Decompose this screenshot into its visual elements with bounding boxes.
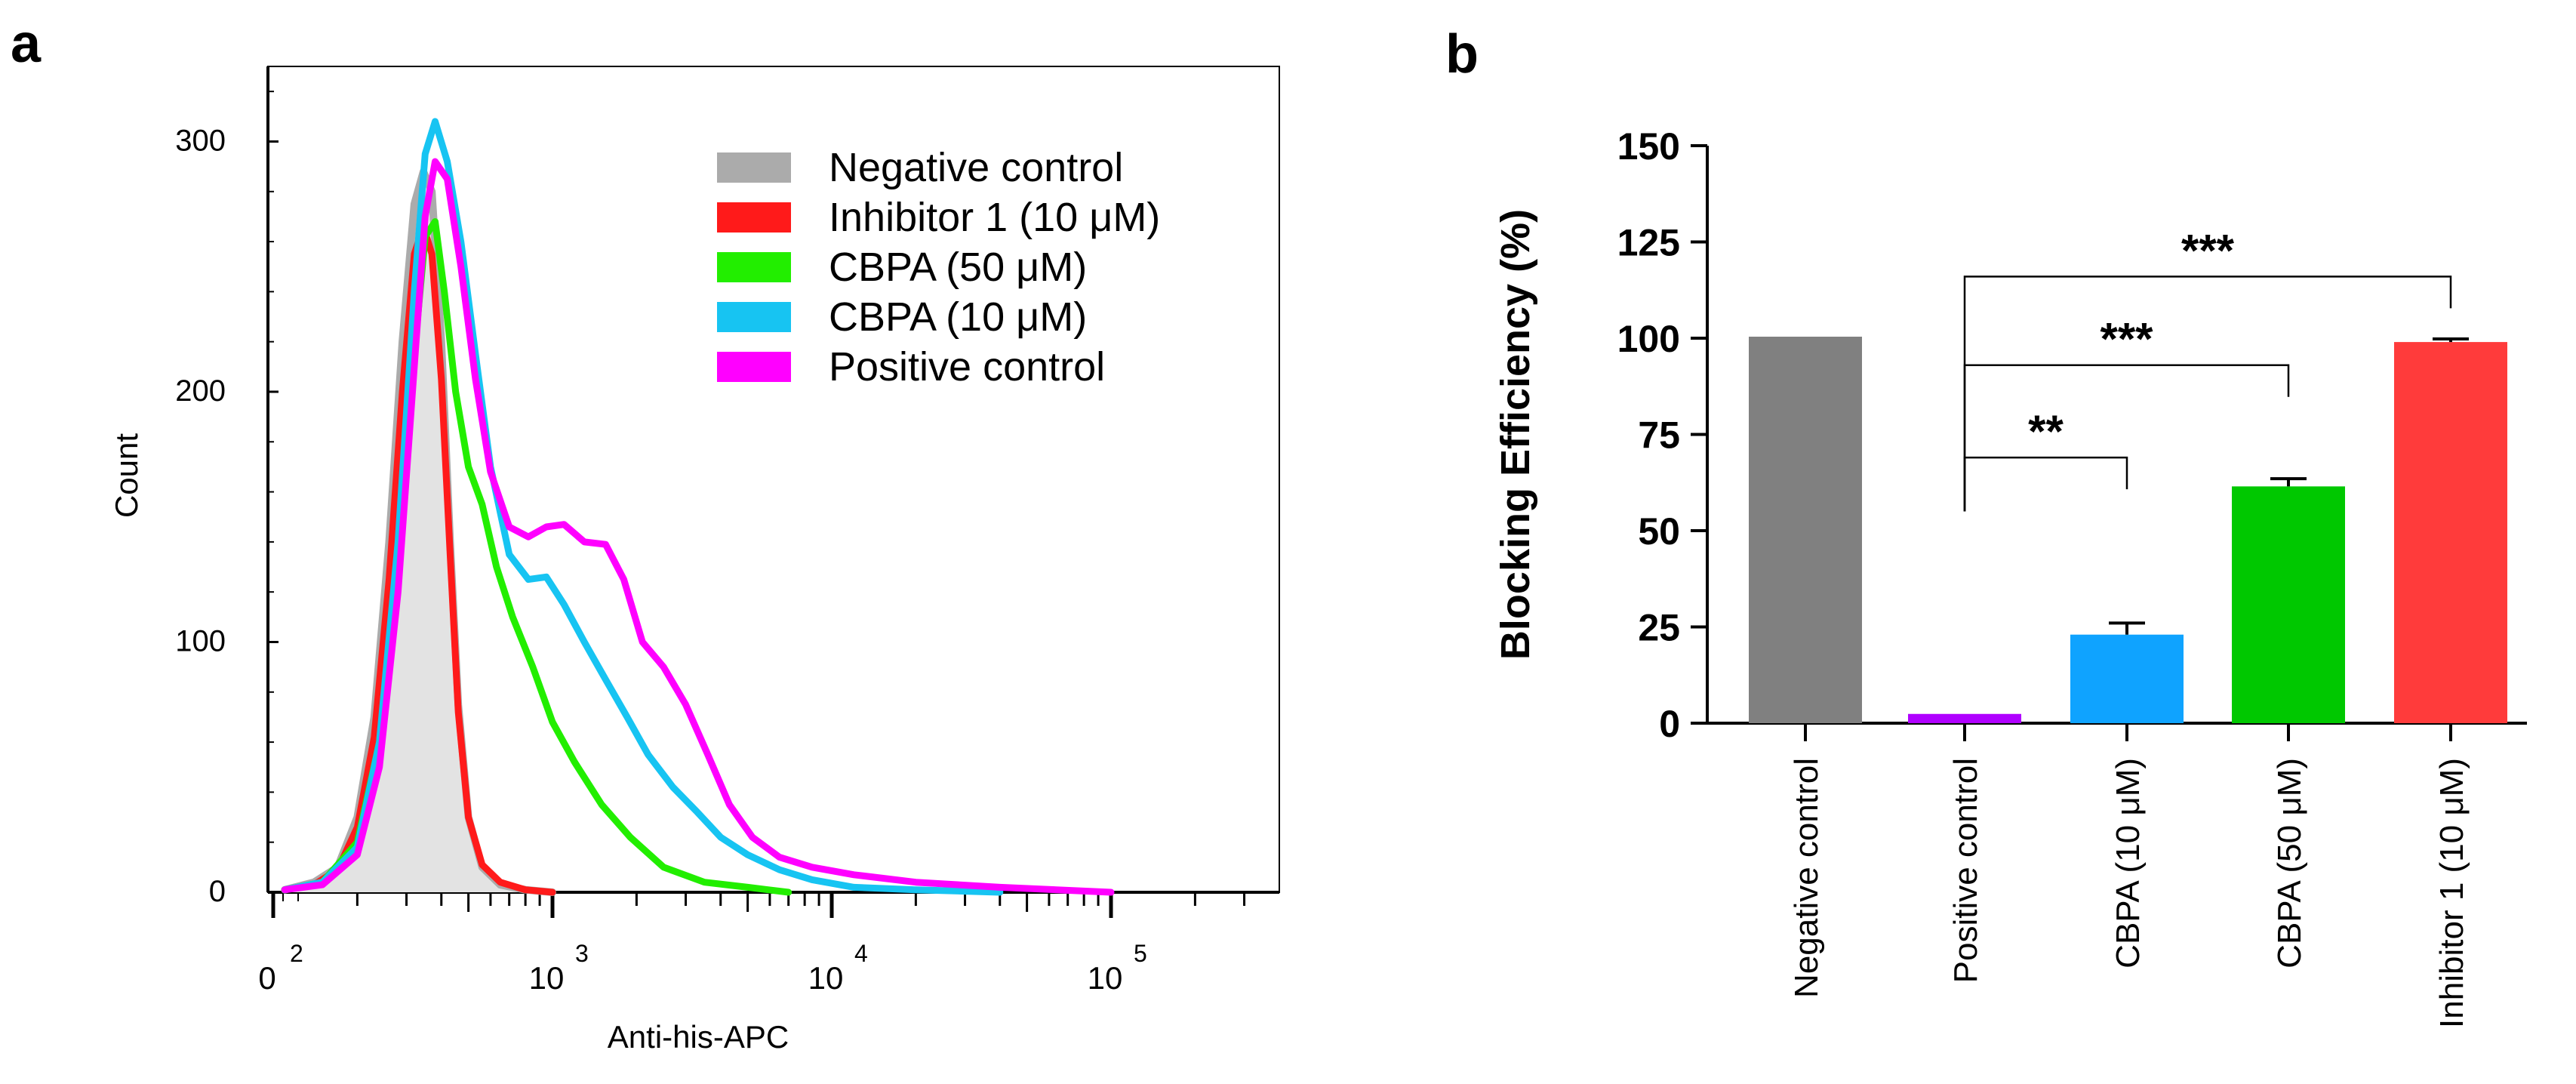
y-tick-label: 0 [1659,703,1680,745]
series-line-4 [281,158,1115,896]
x-tick-label-exponent: 2 [290,940,303,967]
y-tick-label: 200 [175,374,226,408]
x-tick-label-exponent: 3 [575,940,589,967]
legend-label: CBPA (10 μM) [829,294,1087,340]
legend-label: Inhibitor 1 (10 μM) [829,195,1160,240]
y-tick-label: 25 [1638,607,1680,649]
bar [2232,486,2345,723]
y-tick-label: 50 [1638,510,1680,553]
histogram-panel: 010020030002103104105Anti-his-APCCountNe… [109,66,1280,1055]
x-tick-label: CBPA (50 μM) [2271,758,2308,969]
x-tick-label-base: 10 [529,960,565,996]
legend-swatch [717,152,791,183]
legend-swatch [717,352,791,382]
y-axis-title: Count [109,433,144,518]
x-tick-label-base: 10 [1088,960,1123,996]
x-tick-label-exponent: 4 [854,940,868,967]
y-tick-label: 125 [1617,222,1680,264]
significance-label: ** [2028,406,2064,457]
y-tick-label: 100 [175,624,226,657]
panel-label-b: b [1445,24,1479,85]
y-tick-label: 100 [1617,318,1680,360]
legend-swatch [717,302,791,332]
legend-swatch [717,252,791,282]
x-tick-label: Negative control [1788,758,1825,998]
bar [1908,715,2021,723]
series-line-3 [281,118,1004,896]
x-tick-label-base: 0 [258,960,275,996]
x-tick-label: CBPA (10 μM) [2110,758,2147,969]
bar [2070,634,2184,723]
y-tick-label: 150 [1617,125,1680,168]
significance-label: *** [2100,314,2153,365]
legend-swatch [717,202,791,233]
x-tick-label-base: 10 [808,960,844,996]
significance-label: *** [2181,225,2235,276]
x-tick-label: Positive control [1947,758,1984,983]
series-fill-0 [285,171,552,892]
bar [2394,342,2507,723]
significance-bracket [1963,456,2128,512]
y-tick-label: 300 [175,124,226,157]
panel-label-a: a [11,14,42,74]
bar [1749,338,1862,723]
x-tick-label: Inhibitor 1 (10 μM) [2433,758,2470,1028]
significance-bracket [1963,276,2452,512]
bar-chart-panel: 0 25 50 75 100 125 150 Blocking Efficiency (%) N… [1493,125,2527,1028]
x-tick-label-exponent: 5 [1134,940,1147,967]
y-tick-label: 0 [209,875,226,908]
y-tick-label: 75 [1638,414,1680,457]
legend-label: Negative control [829,145,1123,190]
x-axis-title: Anti-his-APC [608,1019,789,1055]
legend-label: Positive control [829,344,1105,390]
y-axis-title: Blocking Efficiency (%) [1493,209,1538,660]
legend-label: CBPA (50 μM) [829,245,1087,290]
